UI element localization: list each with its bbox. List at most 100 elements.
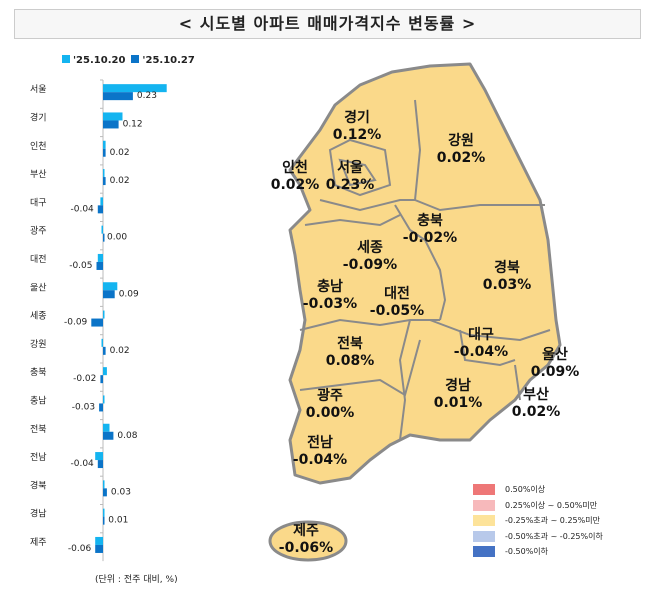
- bar-prev: [97, 253, 103, 262]
- region-value: 0.23%: [325, 177, 375, 193]
- unit-note: (단위 : 전주 대비, %): [95, 575, 178, 585]
- category-label: 전북: [30, 424, 47, 435]
- bar-curr: [97, 460, 103, 469]
- data-label: 0.02: [110, 176, 130, 186]
- category-label: 대전: [30, 254, 47, 265]
- chart-legend: '25.10.20 '25.10.27: [62, 55, 195, 66]
- bar-curr: [103, 516, 105, 525]
- region-name: 광주: [317, 388, 343, 404]
- map-legend-item: 0.25%이상 ~ 0.50%미만: [473, 498, 603, 514]
- data-label: 0.03: [111, 487, 131, 497]
- map-label-4: 충북 -0.02%: [400, 213, 460, 247]
- category-label: 울산: [30, 282, 47, 293]
- category-label: 충북: [30, 367, 47, 378]
- region-value: 0.02%: [270, 177, 320, 193]
- data-label: -0.06: [68, 544, 92, 554]
- bar-prev: [101, 225, 103, 234]
- legend-item-prev: '25.10.20: [62, 55, 125, 66]
- data-label: -0.05: [69, 261, 92, 271]
- data-label: 0.09: [119, 289, 139, 299]
- region-name: 경북: [494, 260, 520, 276]
- map-legend-label: 0.50%이상: [505, 485, 546, 495]
- data-label: -0.04: [71, 204, 95, 214]
- region-value: 0.08%: [325, 353, 375, 369]
- category-label: 경기: [30, 111, 47, 123]
- bar-prev: [103, 169, 105, 178]
- region-name: 제주: [293, 523, 319, 539]
- region-name: 대전: [384, 286, 410, 302]
- data-label: -0.02: [73, 374, 96, 384]
- region-name: 세종: [357, 240, 383, 256]
- map-legend-item: 0.50%이상: [473, 482, 603, 498]
- bar-curr: [95, 544, 103, 553]
- data-label: 0.08: [117, 431, 137, 441]
- data-label: 0.23: [137, 91, 157, 101]
- region-value: -0.04%: [292, 452, 348, 468]
- region-name: 경남: [445, 378, 471, 394]
- category-label: 강원: [30, 339, 47, 350]
- map-label-12: 광주 0.00%: [300, 388, 360, 422]
- legend-label-prev: '25.10.20: [73, 55, 126, 66]
- data-label: 0.00: [107, 233, 127, 243]
- legend-item-curr: '25.10.27: [131, 55, 195, 66]
- category-label: 전남: [30, 452, 47, 463]
- bar-curr: [103, 290, 115, 299]
- bar-prev: [103, 423, 110, 432]
- bar-prev: [103, 310, 105, 319]
- category-label: 세종: [30, 311, 47, 322]
- bar-chart: 서울 0.23 경기 0.12 인천 0.02 부산 0.02 대구 -0.04 광주 0.00 대전 -…: [30, 79, 167, 562]
- bar-prev: [103, 367, 107, 376]
- map-legend: 0.50%이상 0.25%이상 ~ 0.50%미만 -0.25%초과 ~ 0.2…: [473, 482, 603, 560]
- category-label: 서울: [30, 84, 47, 95]
- map-label-13: 경남 0.01%: [428, 378, 488, 412]
- region-name: 충남: [317, 279, 343, 295]
- region-name: 부산: [523, 387, 549, 403]
- data-label: 0.02: [110, 346, 130, 356]
- bar-prev: [103, 282, 118, 291]
- bar-curr: [103, 120, 119, 129]
- map-legend-item: -0.25%초과 ~ 0.25%미만: [473, 513, 603, 529]
- region-name: 충북: [417, 213, 443, 229]
- region-value: -0.03%: [302, 296, 358, 312]
- bar-prev: [103, 508, 105, 517]
- region-value: -0.04%: [453, 344, 509, 360]
- data-label: 0.02: [110, 148, 130, 158]
- map-legend-label: -0.50%초과 ~ -0.25%이하: [505, 531, 603, 541]
- category-label: 경남: [30, 508, 47, 520]
- region-value: 0.02%: [511, 404, 561, 420]
- map-label-7: 충남 -0.03%: [300, 279, 360, 313]
- bar-prev: [95, 452, 103, 461]
- map-label-8: 대전 -0.05%: [367, 286, 427, 320]
- map-label-16: 제주 -0.06%: [276, 523, 336, 557]
- region-value: -0.02%: [402, 230, 458, 246]
- legend-label-curr: '25.10.27: [142, 55, 195, 66]
- category-label: 인천: [30, 141, 47, 152]
- map-legend-item: -0.50%초과 ~ -0.25%이하: [473, 529, 603, 545]
- bar-curr: [103, 346, 106, 355]
- map-legend-item: -0.50%이하: [473, 544, 603, 560]
- region-name: 전북: [337, 336, 363, 352]
- region-value: 0.12%: [332, 127, 382, 143]
- map-label-5: 세종 -0.09%: [340, 240, 400, 274]
- category-label: 광주: [30, 225, 47, 237]
- region-name: 강원: [448, 133, 474, 149]
- region-value: 0.01%: [433, 395, 483, 411]
- data-label: -0.09: [64, 318, 88, 328]
- category-label: 제주: [30, 537, 47, 548]
- bar-curr: [103, 233, 105, 242]
- map-label-14: 부산 0.02%: [506, 387, 566, 421]
- region-name: 서울: [337, 160, 363, 176]
- category-label: 충남: [30, 395, 47, 406]
- map-label-0: 경기 0.12%: [327, 110, 387, 144]
- region-value: -0.09%: [342, 257, 398, 273]
- page-title: < 시도별 아파트 매매가격지수 변동률 >: [14, 9, 641, 39]
- map-label-6: 경북 0.03%: [477, 260, 537, 294]
- bar-prev: [103, 140, 106, 149]
- bar-curr: [91, 318, 103, 327]
- data-label: 0.01: [108, 516, 128, 526]
- region-name: 경기: [344, 110, 370, 126]
- bar-prev: [100, 197, 103, 206]
- data-label: -0.03: [72, 402, 95, 412]
- data-label: -0.04: [71, 459, 95, 469]
- region-value: 0.09%: [530, 364, 580, 380]
